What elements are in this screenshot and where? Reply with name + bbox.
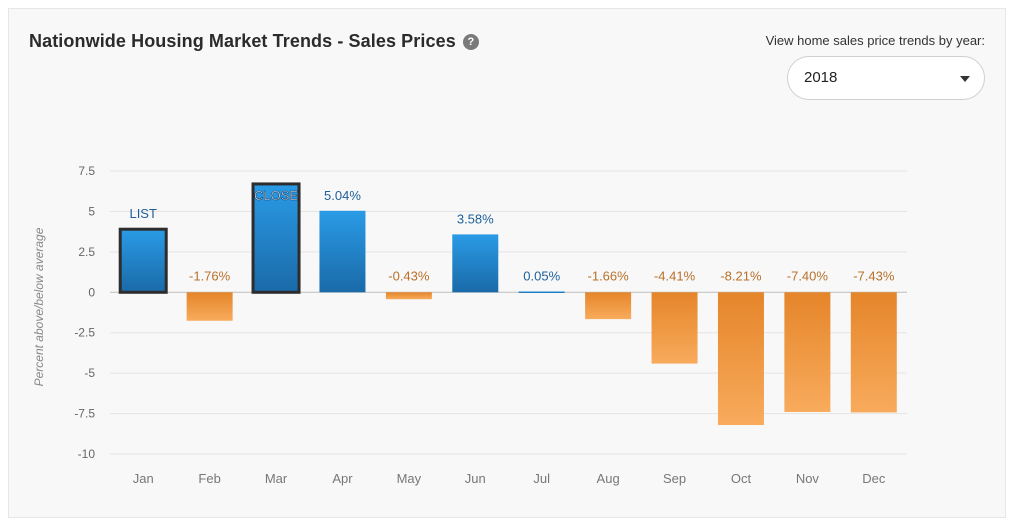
data-label: -7.43%	[853, 268, 895, 283]
x-tick-label: Oct	[731, 471, 752, 486]
x-tick-label: Dec	[862, 471, 886, 486]
data-label: 5.04%	[324, 188, 361, 203]
bar-jul[interactable]	[518, 291, 565, 293]
x-tick-label: Jul	[533, 471, 550, 486]
y-tick-label: 7.5	[78, 164, 95, 178]
x-tick-label: Nov	[796, 471, 820, 486]
data-label: CLOSE	[254, 188, 298, 203]
bar-jun[interactable]	[452, 234, 499, 293]
data-label: -7.40%	[787, 268, 829, 283]
bar-feb[interactable]	[186, 292, 233, 321]
data-label: 3.58%	[457, 211, 494, 226]
bar-nov[interactable]	[784, 292, 831, 412]
bar-sep[interactable]	[651, 292, 698, 364]
y-axis-label: Percent above/below average	[32, 227, 46, 386]
title-row: Nationwide Housing Market Trends - Sales…	[29, 31, 479, 52]
chart-title: Nationwide Housing Market Trends - Sales…	[29, 31, 456, 51]
data-label: 0.05%	[523, 268, 560, 283]
data-label: LIST	[129, 206, 157, 221]
y-tick-label: -5	[84, 366, 95, 380]
data-label: -0.43%	[388, 268, 430, 283]
chart-card: Nationwide Housing Market Trends - Sales…	[8, 8, 1006, 518]
y-tick-label: -2.5	[74, 326, 95, 340]
y-tick-label: 2.5	[78, 245, 95, 259]
x-tick-label: Apr	[332, 471, 353, 486]
x-tick-label: Sep	[663, 471, 686, 486]
bar-aug[interactable]	[585, 292, 632, 320]
x-tick-label: Aug	[597, 471, 620, 486]
x-tick-label: May	[397, 471, 422, 486]
bar-oct[interactable]	[717, 292, 764, 426]
bar-mar[interactable]	[251, 182, 301, 294]
year-select[interactable]: 2018	[787, 56, 985, 100]
bar-dec[interactable]	[850, 292, 897, 413]
x-tick-label: Mar	[265, 471, 288, 486]
data-label: -8.21%	[720, 268, 762, 283]
data-label: -1.66%	[588, 268, 630, 283]
year-picker-label: View home sales price trends by year:	[765, 33, 985, 48]
bar-may[interactable]	[385, 292, 432, 300]
data-label: -4.41%	[654, 268, 696, 283]
year-select-value: 2018	[804, 69, 838, 86]
y-tick-label: -10	[78, 447, 96, 461]
bar-chart: 7.5 5 2.5 0 -2.5 -5 -7.5 -10 Jan LIST Feb -1.76% Ma…	[32, 164, 907, 486]
x-tick-label: Jan	[133, 471, 154, 486]
x-tick-label: Jun	[465, 471, 486, 486]
data-label: -1.76%	[189, 268, 231, 283]
x-tick-label: Feb	[198, 471, 220, 486]
bar-jan[interactable]	[118, 227, 168, 294]
bar-apr[interactable]	[319, 210, 366, 293]
question-circle-icon[interactable]: ?	[462, 33, 479, 50]
y-tick-label: -7.5	[74, 407, 95, 421]
y-tick-label: 0	[88, 285, 95, 299]
y-tick-label: 5	[88, 204, 95, 218]
chevron-down-icon	[960, 76, 970, 82]
